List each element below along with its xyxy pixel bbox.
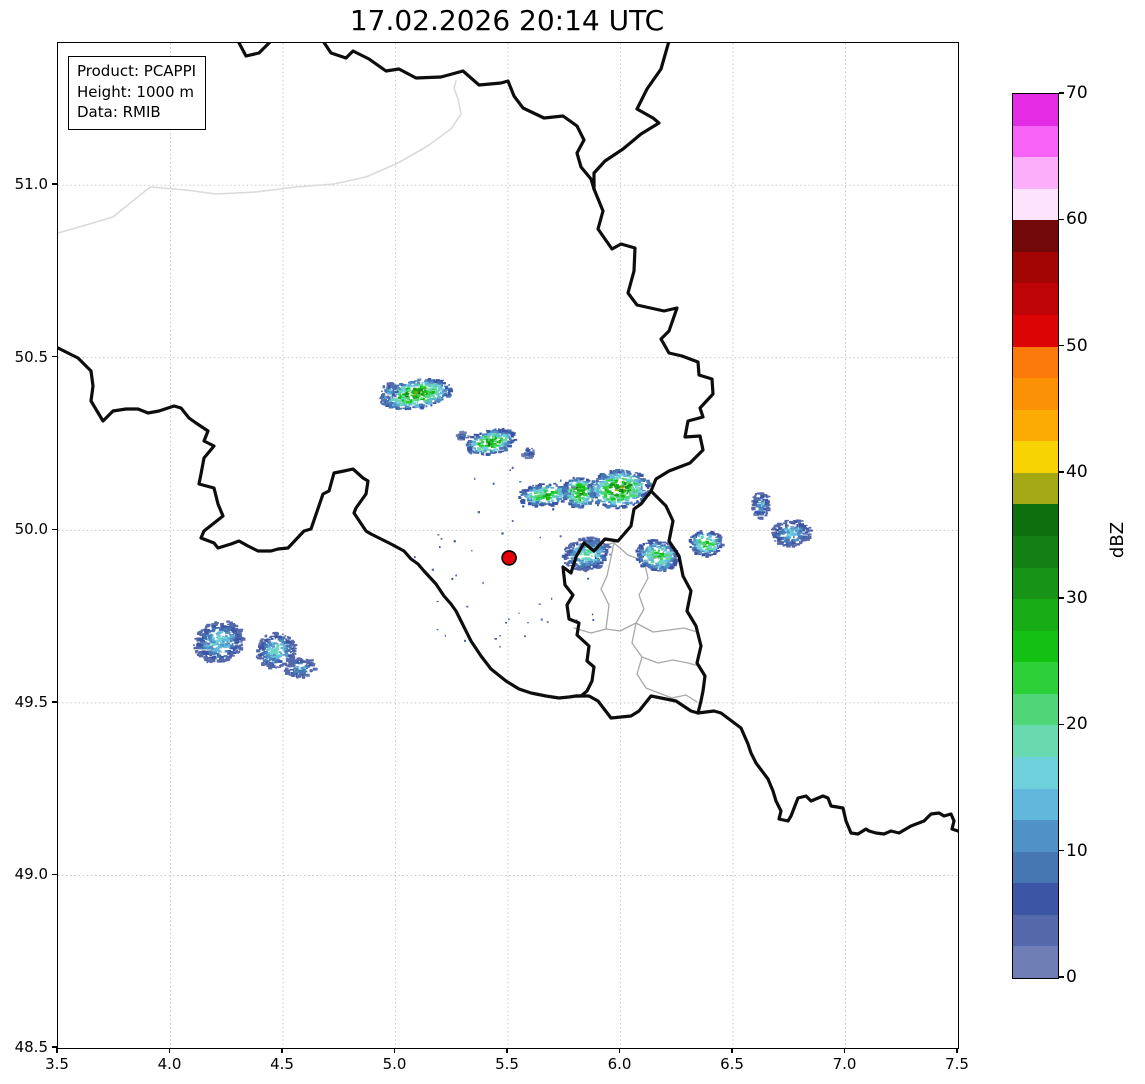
colorbar-tick-mark (1059, 92, 1064, 94)
y-tick-mark (52, 183, 57, 185)
colorbar-tick-label: 70 (1066, 83, 1088, 103)
x-tick-mark (506, 1048, 508, 1053)
x-tick-mark (281, 1048, 283, 1053)
colorbar-band (1013, 851, 1058, 884)
country-borders (58, 43, 958, 836)
colorbar-tick-mark (1059, 597, 1064, 599)
y-tick-label: 48.5 (14, 1038, 48, 1056)
colorbar-tick-label: 10 (1066, 840, 1088, 861)
colorbar-band (1013, 409, 1058, 442)
y-tick-mark (52, 1046, 57, 1048)
product-line: Product: PCAPPI (77, 62, 197, 80)
x-tick-label: 7.0 (832, 1055, 857, 1073)
colorbar-axis-label: dBZ (1107, 521, 1128, 559)
colorbar-tick-mark (1059, 850, 1064, 852)
product-info-box: Product: PCAPPI Height: 1000 m Data: RMI… (68, 56, 207, 131)
colorbar-band (1013, 314, 1058, 347)
data-source-line: Data: RMIB (77, 103, 161, 122)
colorbar-band (1013, 472, 1058, 505)
map-plot-area (57, 42, 959, 1049)
x-tick-mark (731, 1048, 733, 1053)
colorbar (1012, 93, 1059, 979)
colorbar-band (1013, 788, 1058, 821)
colorbar-band (1013, 756, 1058, 789)
x-tick-label: 7.5 (945, 1055, 969, 1073)
colorbar-band (1013, 914, 1058, 947)
y-tick-mark (52, 701, 57, 703)
y-tick-mark (52, 528, 57, 530)
colorbar-tick-mark (1059, 723, 1064, 726)
y-tick-mark (52, 356, 57, 358)
x-tick-label: 4.0 (157, 1055, 182, 1073)
y-tick-label: 51.0 (14, 175, 48, 194)
colorbar-band (1013, 567, 1058, 600)
colorbar-tick-mark (1059, 344, 1064, 347)
colorbar-tick-label: 40 (1066, 461, 1088, 482)
colorbar-band (1013, 440, 1058, 473)
colorbar-tick-mark (1059, 976, 1064, 978)
colorbar-band (1013, 630, 1058, 663)
x-tick-mark (168, 1048, 171, 1053)
y-tick-label: 50.0 (14, 520, 48, 539)
colorbar-band (1013, 346, 1058, 379)
y-tick-label: 49.5 (14, 692, 48, 711)
x-tick-label: 5.0 (382, 1055, 407, 1073)
y-tick-mark (52, 873, 57, 876)
district-borders (58, 80, 700, 703)
colorbar-tick-mark (1059, 218, 1064, 220)
x-tick-label: 5.5 (495, 1055, 519, 1073)
y-tick-label: 50.5 (14, 347, 48, 366)
colorbar-tick-label: 60 (1066, 209, 1088, 230)
colorbar-tick-label: 50 (1066, 335, 1088, 356)
radar-site-marker (501, 550, 517, 566)
colorbar-tick-label: 0 (1066, 967, 1077, 987)
colorbar-band (1013, 946, 1058, 978)
colorbar-band (1013, 661, 1058, 694)
colorbar-band (1013, 504, 1058, 536)
colorbar-band (1013, 188, 1058, 221)
colorbar-band (1013, 598, 1058, 631)
radar-echoes (193, 378, 813, 679)
colorbar-band (1013, 819, 1058, 852)
colorbar-tick-label: 20 (1066, 714, 1088, 735)
colorbar-band (1013, 125, 1058, 158)
colorbar-tick-label: 30 (1066, 588, 1088, 609)
colorbar-band (1013, 882, 1058, 915)
colorbar-band (1013, 377, 1058, 410)
colorbar-band (1013, 251, 1058, 284)
colorbar-band (1013, 725, 1058, 757)
colorbar-band (1013, 156, 1058, 189)
colorbar-band (1013, 219, 1058, 252)
colorbar-band (1013, 693, 1058, 726)
colorbar-band (1013, 93, 1058, 126)
x-tick-label: 4.5 (270, 1055, 294, 1073)
x-tick-label: 6.5 (720, 1055, 744, 1073)
y-tick-label: 49.0 (14, 865, 48, 884)
x-tick-mark (56, 1048, 58, 1053)
colorbar-band (1013, 535, 1058, 568)
colorbar-tick-mark (1059, 471, 1064, 473)
x-tick-label: 6.0 (607, 1055, 632, 1073)
chart-title: 17.02.2026 20:14 UTC (349, 4, 665, 37)
gridlines (58, 43, 958, 1048)
x-tick-mark (843, 1048, 846, 1053)
x-tick-label: 3.5 (45, 1055, 69, 1073)
colorbar-band (1013, 283, 1058, 315)
x-tick-mark (956, 1048, 958, 1053)
height-line: Height: 1000 m (77, 82, 194, 101)
x-tick-mark (393, 1048, 396, 1053)
x-tick-mark (618, 1048, 621, 1053)
map-canvas (58, 43, 958, 1048)
